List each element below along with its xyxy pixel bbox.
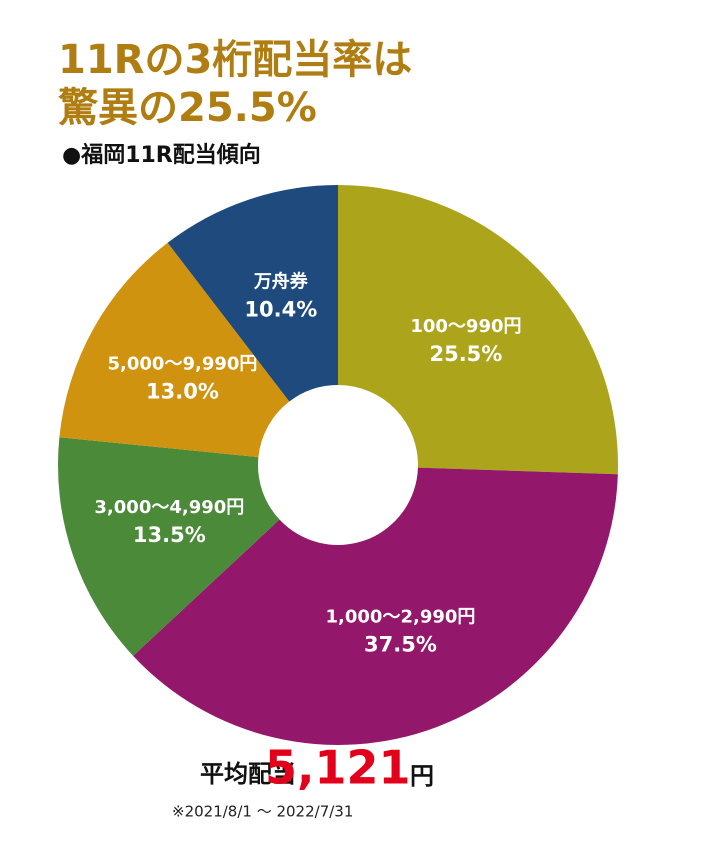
slice-label: 1,000〜2,990円 [326,607,476,628]
slice [167,185,338,402]
slice-label: 万舟券 [253,270,309,292]
slice [338,185,618,475]
slice-label: 3,000〜4,990円 [94,497,244,518]
title-line: 驚異の25.5% [58,85,317,131]
average-value: 5,121 [265,741,411,795]
title-line: 11Rの3桁配当率は [58,37,412,83]
slice [59,242,290,458]
slice [57,437,280,656]
average-label: 平均配当 [200,760,296,788]
value-label: 25.5% [429,342,502,366]
note: ※2021/8/1 〜 2022/7/31 [172,803,353,821]
value-label: 37.5% [364,633,437,657]
donut: 100〜990円 25.5% 1,000〜2,990円 37.5% 3,000〜4,99… [57,185,618,745]
value-label: 10.4% [244,297,317,321]
value-label: 13.5% [133,523,206,547]
slice-label: 5,000〜9,990円 [108,353,258,374]
value-label: 13.0% [146,379,219,403]
slice [133,467,618,745]
subtitle: ●福岡11R配当傾向 [62,142,261,168]
slice-label: 100〜990円 [410,316,521,337]
average-unit: 円 [410,762,434,790]
